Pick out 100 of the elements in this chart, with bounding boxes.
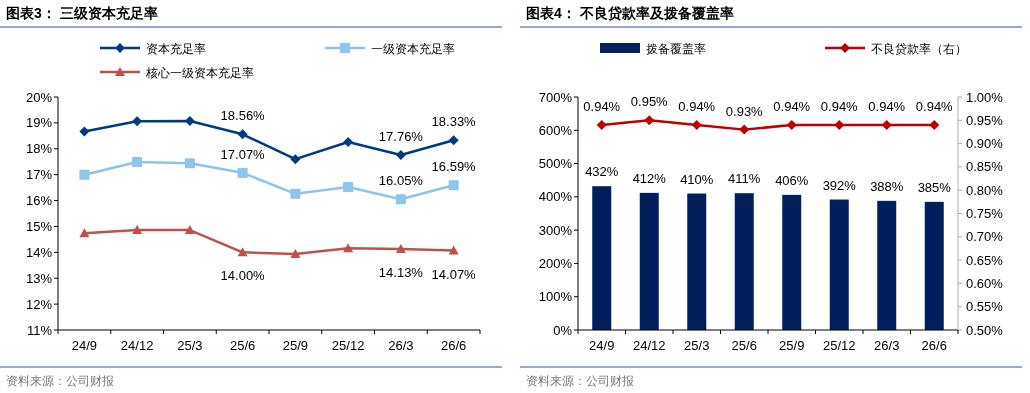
x-tick-label: 26/3 — [388, 338, 414, 353]
data-label: 0.94% — [868, 98, 906, 114]
data-label: 17.76% — [378, 128, 424, 144]
point — [290, 248, 301, 258]
point — [132, 156, 143, 167]
point — [290, 188, 301, 199]
y-tick-label: 17% — [25, 167, 53, 183]
point — [343, 137, 354, 148]
data-label: 432% — [585, 164, 619, 180]
x-tick-label: 25/6 — [731, 338, 757, 353]
data-label: 0.93% — [725, 103, 764, 119]
point — [448, 180, 459, 191]
y-tick-label: 13% — [25, 270, 53, 286]
point — [79, 228, 90, 238]
y2-tick-label: 0.55% — [966, 299, 1004, 315]
text: 资料来源：公司财报 — [526, 374, 634, 388]
point — [343, 182, 354, 193]
data-label: 18.33% — [431, 114, 477, 130]
point — [237, 167, 248, 178]
y-tick-label: 11% — [26, 322, 53, 338]
point — [343, 243, 354, 253]
data-label: 0.95% — [630, 94, 669, 110]
x-tick-label: 24/12 — [120, 338, 154, 353]
data-label: 16.59% — [431, 159, 477, 175]
point — [237, 129, 248, 140]
y-tick-label: 200% — [538, 255, 573, 271]
point — [184, 225, 195, 235]
y2-tick-label: 0.60% — [966, 275, 1004, 291]
x-tick-label: 26/6 — [921, 338, 947, 353]
data-label: 0.94% — [820, 98, 859, 114]
data-label: 17.07% — [220, 146, 266, 162]
x-tick-label: 25/9 — [282, 338, 309, 353]
legend-label: 不良贷款率（右） — [871, 42, 967, 56]
point — [290, 154, 301, 165]
data-label: 14.07% — [431, 266, 477, 282]
y2-tick-label: 0.70% — [966, 229, 1004, 245]
x-tick-label: 25/12 — [822, 338, 856, 353]
y2-tick-label: 1.00% — [966, 89, 1004, 105]
y-tick-label: 12% — [25, 296, 53, 312]
y2-tick-label: 0.85% — [966, 159, 1004, 175]
x-tick-label: 26/3 — [874, 338, 900, 353]
x-tick-label: 26/6 — [440, 338, 467, 353]
y-tick-label: 18% — [25, 141, 53, 157]
y-tick-label: 100% — [538, 289, 573, 305]
y-tick-label: 600% — [538, 122, 573, 138]
chart-title: 图表4： 不良贷款率及拨备覆盖率 — [526, 5, 734, 21]
y-tick-label: 14% — [25, 244, 53, 260]
y-tick-label: 19% — [25, 115, 53, 131]
data-label: 0.94% — [773, 98, 811, 114]
data-label: 406% — [775, 172, 809, 188]
point — [132, 225, 143, 235]
y-tick-label: 20% — [25, 89, 53, 105]
data-label: 0.94% — [583, 98, 621, 114]
data-label: 16.05% — [378, 173, 424, 189]
point — [448, 245, 459, 255]
data-label: 388% — [870, 178, 904, 194]
data-label: 392% — [822, 177, 857, 193]
point — [184, 158, 195, 169]
legend-label: 一级资本充足率 — [371, 42, 455, 56]
data-label: 14.00% — [220, 268, 266, 284]
data-label: 385% — [917, 179, 952, 195]
y-tick-label: 0% — [553, 322, 573, 338]
x-tick-label: 25/12 — [331, 338, 365, 353]
legend-label: 拨备覆盖率 — [646, 42, 706, 56]
y-tick-label: 300% — [538, 222, 573, 238]
legend-label: 资本充足率 — [146, 42, 206, 56]
point — [79, 169, 90, 180]
y2-tick-label: 0.75% — [966, 206, 1004, 221]
x-tick-label: 25/3 — [177, 338, 203, 353]
y-tick-label: 500% — [538, 156, 573, 172]
point — [395, 194, 406, 205]
y2-tick-label: 0.65% — [966, 252, 1004, 268]
y2-tick-label: 0.80% — [966, 182, 1004, 198]
data-label: 411% — [728, 171, 761, 187]
point — [79, 126, 90, 137]
y2-tick-label: 0.90% — [966, 136, 1004, 152]
y-tick-label: 700% — [538, 89, 573, 105]
x-tick-label: 25/6 — [229, 338, 256, 353]
data-label: 0.94% — [915, 98, 954, 114]
x-tick-label: 24/9 — [589, 338, 615, 353]
point — [448, 135, 459, 146]
y-tick-label: 16% — [25, 193, 53, 209]
x-tick-label: 24/9 — [71, 338, 98, 353]
y-tick-label: 400% — [538, 189, 573, 205]
point — [132, 116, 143, 127]
point — [395, 243, 406, 253]
y2-tick-label: 0.50% — [966, 322, 1004, 338]
data-label: 412% — [632, 170, 667, 186]
x-tick-label: 25/9 — [779, 338, 805, 353]
point — [395, 149, 406, 160]
text: 资料来源：公司财报 — [6, 374, 114, 388]
data-label: 0.94% — [678, 98, 716, 114]
chart-title: 图表3： 三级资本充足率 — [6, 5, 158, 21]
data-label: 410% — [680, 171, 714, 187]
point — [237, 247, 248, 257]
data-label: 14.13% — [378, 264, 424, 280]
x-tick-label: 24/12 — [632, 338, 666, 353]
y-tick-label: 15% — [25, 218, 53, 234]
legend-label: 核心一级资本充足率 — [145, 66, 254, 80]
y2-tick-label: 0.95% — [966, 112, 1004, 128]
